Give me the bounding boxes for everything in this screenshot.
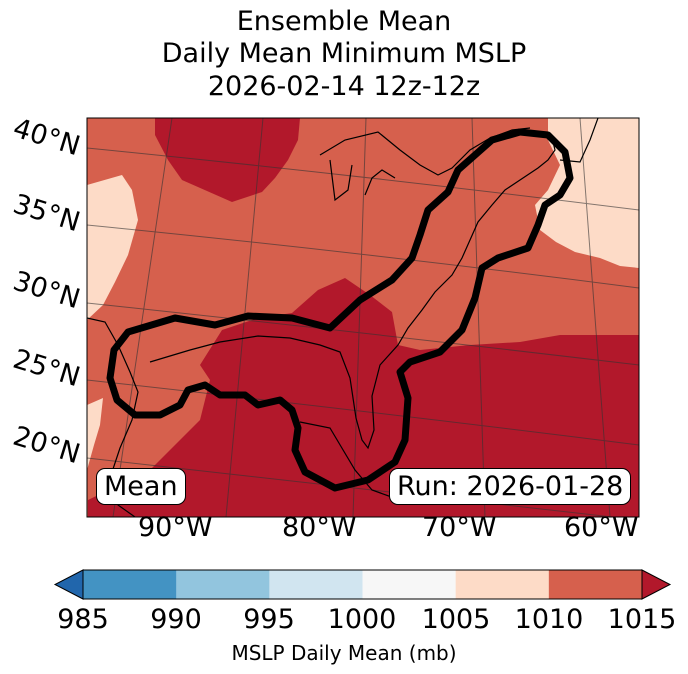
colorbar-extend-high: [641, 569, 672, 600]
colorbar-segment-1010: [548, 570, 643, 599]
colorbar-tick-1005: 1005: [421, 604, 491, 635]
colorbar-segment-1000: [362, 570, 457, 599]
field-low-northeast: [535, 118, 639, 268]
colorbar-tick-1000: 1000: [327, 604, 397, 635]
colorbar-tick-1015: 1015: [607, 604, 677, 635]
title-line-3: 2026-02-14 12z-12z: [207, 71, 481, 102]
run-date-badge: Run: 2026-01-28: [389, 468, 632, 505]
mslp-contour-outline: [106, 128, 574, 492]
lon-label-70w: 70°W: [422, 512, 497, 543]
mean-badge: Mean: [96, 468, 186, 505]
mslp-field: [87, 118, 639, 517]
colorbar-segment-1005: [455, 570, 550, 599]
colorbar-tick-995: 995: [243, 604, 295, 635]
field-high-gulf: [88, 278, 639, 517]
field-low-southwest: [87, 398, 103, 470]
lon-label-60w: 60°W: [564, 512, 639, 543]
colorbar-segment-990: [176, 570, 270, 599]
title-line-1: Ensemble Mean: [236, 6, 452, 37]
field-high-north: [155, 118, 300, 202]
lon-label-80w: 80°W: [282, 512, 357, 543]
colorbar-extend-low: [53, 569, 84, 600]
map-frame: [86, 117, 640, 518]
colorbar-label: MSLP Daily Mean (mb): [231, 641, 457, 665]
graticule: [87, 118, 639, 517]
colorbar-frame: [82, 569, 643, 600]
colorbar-segment-985: [83, 570, 177, 599]
colorbar: [53, 569, 672, 600]
colorbar-tick-990: 990: [150, 604, 202, 635]
field-low-west: [87, 175, 138, 320]
lon-label-90w: 90°W: [138, 512, 213, 543]
colorbar-segment-995: [269, 570, 363, 599]
title-line-2: Daily Mean Minimum MSLP: [161, 38, 527, 69]
colorbar-tick-985: 985: [57, 604, 109, 635]
colorbar-tick-1010: 1010: [514, 604, 584, 635]
